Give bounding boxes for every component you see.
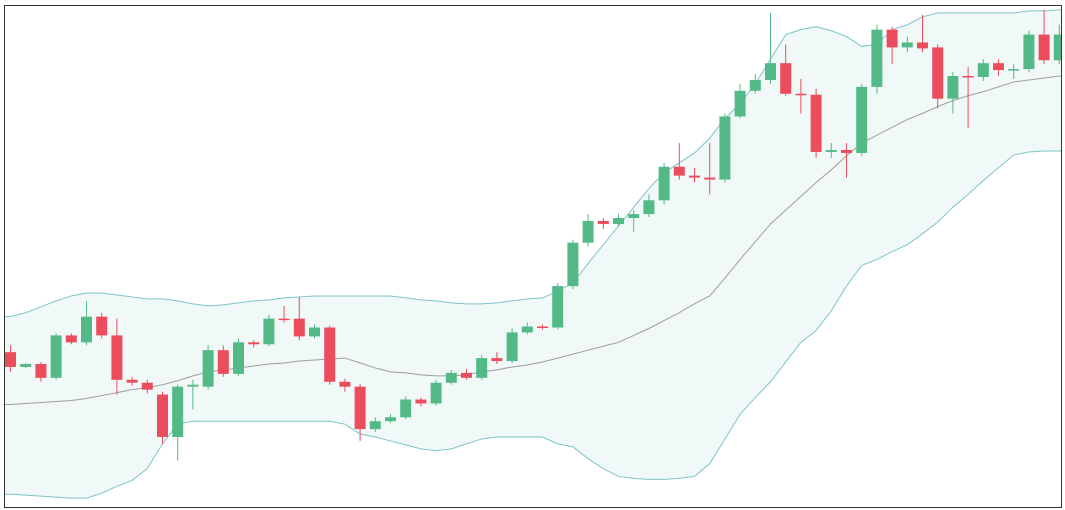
candle-body — [917, 42, 928, 49]
candle-body — [415, 399, 427, 404]
candle-body — [248, 342, 260, 345]
candle-body — [157, 394, 168, 437]
candle-body — [5, 352, 16, 367]
chart-frame — [4, 5, 1062, 508]
candle-body — [126, 379, 138, 383]
candle-body — [233, 342, 244, 374]
candle-body — [567, 242, 579, 287]
candle-body — [810, 94, 822, 152]
candle-body — [263, 318, 275, 345]
candle-body — [825, 149, 837, 152]
candle-body — [597, 220, 609, 224]
candle-body — [309, 327, 320, 337]
candle-body — [1008, 69, 1020, 71]
candle-body — [400, 399, 412, 418]
candle-body — [202, 350, 214, 387]
candle-body — [673, 166, 685, 176]
candle-body — [856, 86, 868, 153]
candle-body — [491, 358, 503, 362]
candle-body — [506, 332, 518, 362]
candle-body — [734, 90, 746, 117]
candle-body — [339, 381, 351, 387]
candle-body — [385, 417, 396, 422]
candle-body — [217, 350, 229, 374]
candle-body — [172, 386, 184, 437]
candle-body — [50, 335, 62, 378]
candle-body — [886, 29, 898, 48]
band-fill — [5, 9, 1062, 499]
candle-body — [65, 335, 77, 343]
candle-body — [430, 382, 442, 404]
candle-body — [476, 358, 488, 378]
candle-body — [749, 79, 761, 91]
candle-body — [871, 29, 883, 87]
candle-body — [521, 326, 533, 333]
candle-body — [187, 384, 199, 387]
candle-body — [369, 421, 381, 430]
candle-body — [354, 386, 366, 430]
candle-body — [461, 372, 472, 378]
candle-body — [658, 166, 670, 201]
candle-body — [81, 316, 92, 343]
candle-body — [96, 316, 108, 336]
candle-body — [841, 149, 852, 153]
candle-body — [962, 76, 974, 78]
candle-body — [35, 364, 47, 378]
candle-body — [1023, 34, 1035, 70]
candle-body — [20, 364, 32, 367]
candle-body — [141, 382, 153, 390]
candle-body — [901, 42, 913, 48]
candle-body — [689, 175, 700, 178]
candle-body — [537, 326, 548, 329]
candle-body — [977, 63, 989, 77]
candle-body — [704, 177, 716, 180]
candle-body — [582, 220, 594, 243]
candle-body — [1053, 34, 1062, 61]
candle-body — [293, 318, 305, 337]
candle-body — [993, 63, 1004, 71]
candle-body — [947, 76, 959, 99]
candle-body — [552, 286, 564, 328]
middle-band-line — [5, 75, 1062, 405]
candle-body — [628, 214, 640, 219]
candle-body — [643, 200, 655, 215]
candle-body — [278, 318, 290, 321]
candle-body — [445, 372, 457, 383]
candle-body — [932, 47, 944, 99]
candle-body — [780, 63, 792, 94]
upper-band-line — [5, 9, 1062, 318]
candle-body — [1038, 34, 1050, 61]
plot-area — [5, 9, 1062, 499]
candle-body — [765, 63, 776, 80]
candle-body — [111, 335, 123, 380]
candle-body — [613, 218, 624, 224]
candle-body — [324, 327, 336, 382]
candle-body — [795, 93, 807, 96]
candle-body — [719, 116, 731, 180]
